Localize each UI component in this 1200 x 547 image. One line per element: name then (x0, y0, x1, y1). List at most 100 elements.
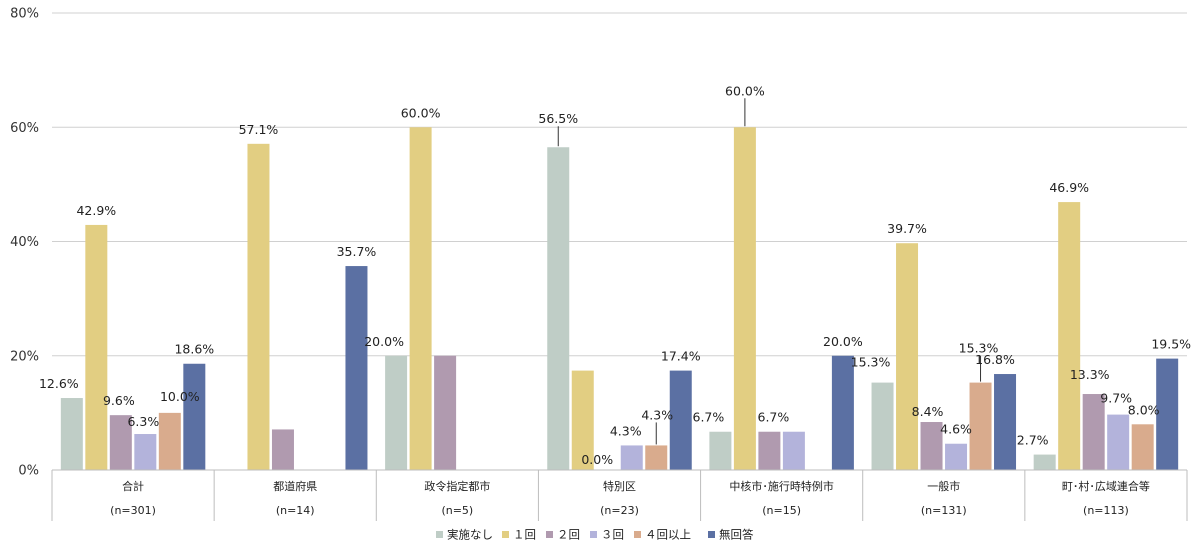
bar (60, 398, 83, 470)
data-label: 17.4% (661, 349, 701, 364)
bars (60, 127, 1179, 471)
category-label: 合計 (122, 479, 144, 493)
bar (1107, 414, 1130, 470)
data-label: 0.0% (581, 452, 613, 467)
data-label: 9.7% (1100, 391, 1132, 406)
data-label: 46.9% (1049, 180, 1089, 195)
y-tick-label: 80% (10, 7, 39, 22)
category-label: 政令指定都市 (424, 479, 490, 493)
bar (1131, 424, 1154, 470)
legend-label: ３回 (601, 528, 624, 542)
bar (571, 370, 594, 470)
category-n-label: (n=5) (441, 504, 473, 517)
category-label: 一般市 (927, 479, 960, 493)
bar (345, 266, 368, 470)
bar (85, 224, 108, 470)
y-tick-label: 20% (10, 349, 39, 364)
category-label: 特別区 (603, 479, 636, 493)
bar (645, 445, 668, 470)
y-tick-label: 0% (18, 464, 39, 479)
data-label: 6.7% (758, 410, 790, 425)
bar (669, 370, 692, 470)
legend-swatch (590, 531, 597, 538)
legend-swatch (546, 531, 553, 538)
data-label: 4.3% (641, 407, 673, 422)
bar (709, 431, 732, 470)
legend-swatch (436, 531, 443, 538)
category-n-label: (n=131) (921, 504, 967, 517)
data-label: 57.1% (239, 122, 279, 137)
data-label: 15.3% (851, 355, 891, 370)
bar (945, 443, 968, 470)
bar (920, 422, 943, 470)
category-label: 都道府県 (273, 479, 317, 493)
category-n-label: (n=15) (762, 504, 801, 517)
data-label: 6.7% (693, 410, 725, 425)
bar (547, 147, 570, 470)
bar (758, 431, 781, 470)
data-label: 10.0% (160, 389, 200, 404)
data-labels: 12.6% 42.9% 9.6% 6.3%10.0% 18.6% 57.1% 35.7% 20… (39, 83, 1191, 467)
bar (1082, 394, 1105, 470)
bar (620, 445, 643, 470)
bar (1033, 454, 1056, 470)
data-label: 20.0% (364, 334, 404, 349)
bar (183, 363, 206, 470)
data-label: 35.7% (337, 244, 377, 259)
legend-label: 無回答 (719, 528, 754, 542)
bar (271, 429, 294, 470)
category-n-label: (n=14) (276, 504, 315, 517)
bar (896, 243, 919, 470)
legend: 実施なし １回 ２回 ３回 ４回以上 無回答 (436, 528, 754, 542)
category-n-label: (n=113) (1083, 504, 1129, 517)
bar (158, 412, 181, 470)
bar (871, 382, 894, 470)
bar (1058, 202, 1081, 471)
data-label: 18.6% (174, 342, 214, 357)
category-label: 中核市･施行時特例市 (729, 479, 834, 493)
legend-swatch (708, 531, 715, 538)
legend-label: ４回以上 (645, 528, 691, 542)
data-label: 2.7% (1017, 433, 1049, 448)
data-label: 9.6% (103, 393, 135, 408)
x-axis: 合計 (n=301) 都道府県 (n=14) 政令指定都市 (n=5) 特別区 (n=23) 中… (51, 469, 1188, 521)
bar (733, 127, 756, 470)
data-label: 20.0% (823, 334, 863, 349)
data-label: 4.3% (610, 423, 642, 438)
bar (831, 355, 854, 470)
bar (782, 431, 805, 470)
y-tick-label: 40% (10, 235, 39, 250)
bar (109, 415, 132, 470)
bar (1156, 358, 1179, 470)
data-label: 39.7% (887, 221, 927, 236)
data-label: 16.8% (975, 352, 1015, 367)
data-label: 19.5% (1151, 337, 1191, 352)
legend-swatch (502, 531, 509, 538)
data-label: 60.0% (725, 83, 765, 98)
legend-label: 実施なし (447, 528, 493, 542)
data-label: 42.9% (76, 203, 116, 218)
data-label: 56.5% (538, 111, 578, 126)
category-n-label: (n=23) (600, 504, 639, 517)
y-axis-ticks: 0% 20% 40% 60% 80% (10, 7, 39, 479)
bar (247, 143, 270, 470)
bar (385, 355, 408, 470)
bar (434, 355, 457, 470)
bar (409, 127, 432, 470)
gridlines (52, 12, 1187, 471)
legend-swatch (634, 531, 641, 538)
bar (994, 374, 1017, 470)
bar (134, 434, 157, 470)
data-label: 13.3% (1070, 367, 1110, 382)
bar (969, 382, 992, 470)
data-label: 6.3% (127, 414, 159, 429)
data-label: 15.3% (959, 341, 999, 356)
legend-label: ２回 (557, 528, 580, 542)
legend-label: １回 (513, 528, 536, 542)
data-label: 8.4% (912, 404, 944, 419)
data-label: 60.0% (401, 105, 441, 120)
data-label: 12.6% (39, 376, 79, 391)
y-tick-label: 60% (10, 121, 39, 136)
category-label: 町･村･広域連合等 (1062, 479, 1150, 493)
